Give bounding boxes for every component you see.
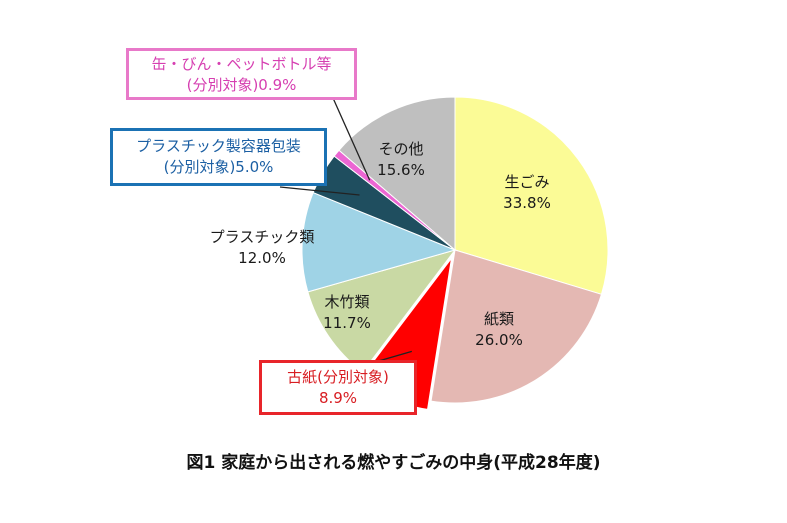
slice-label-name-4: プラスチック類 [210, 228, 315, 246]
slice-label-value-3: 11.7% [323, 314, 371, 332]
pie-slice-7 [338, 96, 456, 252]
slice-label-value-0: 33.8% [503, 194, 551, 212]
slice-label-value-4: 12.0% [238, 249, 286, 267]
pie-slice-0 [454, 96, 609, 295]
slice-labels: 生ごみ 33.8% 紙類 26.0% 木竹類 11.7% プラスチック類 12.0% その他 15… [210, 140, 551, 349]
callout-can-line2: (分別対象)0.9% [186, 76, 297, 94]
slice-label-name-3: 木竹類 [324, 293, 369, 311]
leader-line-0 [332, 97, 371, 181]
pie-slice-4 [301, 191, 457, 293]
slice-label-name-1: 紙類 [484, 310, 514, 328]
slice-label-name-7: その他 [378, 140, 423, 158]
slice-label-value-1: 26.0% [475, 331, 523, 349]
pie-slice-1 [430, 249, 603, 404]
figure-caption: 図1 家庭から出される燃やすごみの中身(平成28年度) [186, 453, 601, 473]
slice-label-value-7: 15.6% [377, 161, 425, 179]
callout-plastic-pack-line1: プラスチック製容器包装 [136, 137, 301, 155]
callout-old-paper-line1: 古紙(分別対象) [287, 368, 389, 386]
callout-plastic-pack-line2: (分別対象)5.0% [163, 158, 274, 176]
callout-can-bottle-pet: 缶・びん・ペットボトル等 (分別対象)0.9% [126, 48, 357, 100]
slice-label-name-0: 生ごみ [504, 173, 549, 191]
callout-old-paper: 古紙(分別対象) 8.9% [259, 360, 417, 415]
callout-old-paper-line2: 8.9% [318, 389, 358, 407]
callout-plastic-packaging: プラスチック製容器包装 (分別対象)5.0% [110, 128, 327, 186]
leader-line-1 [279, 186, 360, 196]
callout-can-line1: 缶・びん・ペットボトル等 [151, 55, 332, 73]
